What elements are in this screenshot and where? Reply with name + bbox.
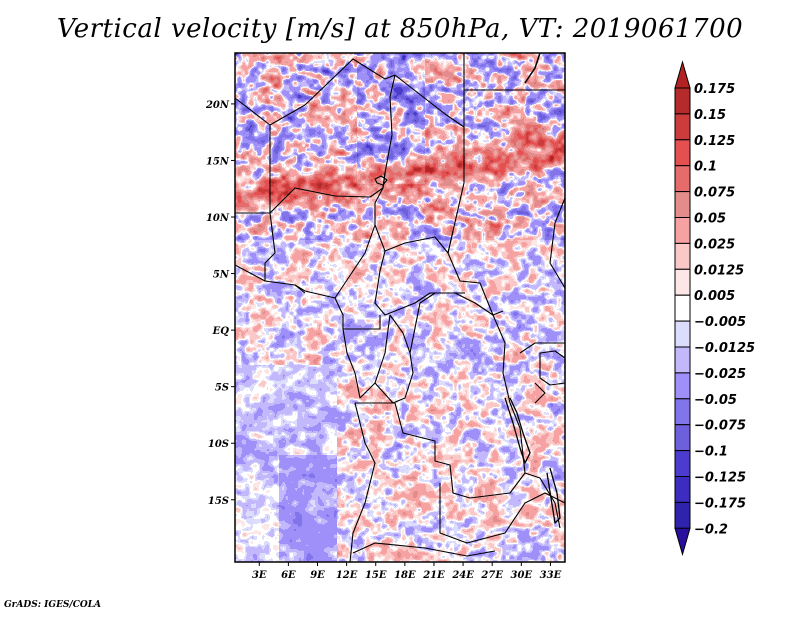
x-tick-label: 21E [422, 570, 445, 581]
lake-victoria [539, 350, 566, 386]
boundary-drc-east [469, 314, 526, 499]
boundary-mali-niger [234, 97, 271, 214]
colorbar-label: −0.075 [694, 419, 746, 434]
colorbar-bin [674, 165, 691, 193]
x-tick-label: 33E [540, 570, 562, 581]
colorbar-label: 0.005 [694, 289, 735, 304]
colorbar-bin [674, 476, 691, 503]
boundary-nigeria-north [269, 172, 386, 214]
y-tick-label: 10S [208, 439, 229, 450]
colorbar-bin [674, 294, 691, 322]
boundary-uganda-kenya [519, 342, 565, 354]
lake-tanganyika [504, 397, 531, 464]
colorbar-bin [674, 113, 691, 141]
y-axis-ticks: 20N 15N 10N 5N EQ 5S 10S 15S [205, 100, 235, 507]
colorbar-label: −0.125 [694, 471, 746, 486]
boundary-drc-north [409, 292, 465, 354]
colorbar-bin [674, 242, 691, 270]
colorbar: 0.175 0.15 0.125 0.1 0.075 0.05 0.025 0.0125 0.0… [674, 60, 755, 557]
colorbar-bin [674, 268, 691, 296]
colorbar-label: 0.125 [694, 134, 735, 149]
boundary-sudan-ethiopia [549, 197, 566, 289]
colorbar-bin [674, 346, 691, 374]
x-axis-ticks: 3E 6E 9E 12E 15E 18E 21E 24E 27E 30E 33E [252, 562, 562, 581]
country-boundaries [234, 52, 566, 563]
nile-sinai-coast [524, 52, 541, 84]
boundary-niger-north [269, 58, 396, 126]
colorbar-label: −0.0125 [694, 341, 755, 356]
colorbar-label: −0.005 [694, 315, 746, 330]
colorbar-bin [674, 501, 691, 529]
boundary-nigeria-east [294, 187, 384, 299]
colorbar-bin [674, 320, 691, 348]
colorbar-bin [674, 424, 691, 452]
boundary-chad-car [374, 224, 454, 254]
boundary-cameroon-south [334, 297, 381, 330]
lake-chad [374, 175, 388, 186]
colorbar-bin [674, 398, 691, 426]
y-tick-label: 10N [206, 213, 230, 224]
boundary-congo-gabon [342, 314, 391, 399]
colorbar-label: 0.0125 [694, 263, 744, 278]
colorbar-bin [674, 217, 691, 244]
colorbar-bin [674, 191, 691, 219]
boundary-nigeria-west [264, 212, 276, 281]
x-tick-label: 3E [252, 570, 267, 581]
x-tick-label: 30E [511, 570, 533, 581]
x-tick-label: 12E [336, 570, 358, 581]
colorbar-label: 0.175 [694, 82, 735, 97]
grads-credit: GrADS: IGES/COLA [4, 600, 102, 610]
x-tick-label: 15E [365, 570, 387, 581]
x-tick-label: 9E [310, 570, 325, 581]
x-tick-label: 24E [451, 570, 474, 581]
boundary-angola-south [352, 542, 496, 557]
colorbar-bin [674, 372, 691, 400]
colorbar-label: −0.05 [694, 393, 737, 408]
boundary-angola-coast [349, 402, 376, 563]
map-panel [234, 52, 566, 563]
x-tick-label: 27E [480, 570, 503, 581]
west-coast [234, 264, 306, 294]
boundary-zambia [439, 483, 566, 544]
y-tick-label: 5N [213, 270, 230, 281]
colorbar-extend-max [674, 60, 691, 89]
colorbar-label: 0.1 [694, 160, 717, 175]
colorbar-bin [674, 139, 691, 167]
y-tick-label: 15N [206, 156, 230, 167]
boundary-rwanda [534, 382, 546, 404]
boundary-drc-congo [374, 314, 414, 404]
colorbar-extend-min [674, 527, 691, 557]
x-tick-label: 18E [394, 570, 416, 581]
boundary-niger-chad [382, 74, 396, 189]
y-tick-label: 5S [215, 383, 229, 394]
boundary-sudan [447, 252, 504, 316]
colorbar-bin [674, 87, 691, 115]
colorbar-label: −0.175 [694, 496, 746, 511]
colorbar-label: −0.025 [694, 367, 746, 382]
colorbar-label: 0.15 [694, 108, 726, 123]
colorbar-label: 0.025 [694, 237, 735, 252]
boundary-libya-chad [394, 74, 465, 254]
colorbar-label: −0.2 [694, 522, 728, 537]
colorbar-label: 0.05 [694, 212, 726, 227]
colorbar-label: 0.075 [694, 186, 735, 201]
boundary-angola-north [355, 402, 471, 499]
chart-title: Vertical velocity [m/s] at 850hPa, VT: 2… [56, 14, 744, 44]
y-tick-label: 15S [208, 496, 229, 507]
colorbar-bin [674, 450, 691, 478]
colorbar-label: −0.1 [694, 445, 728, 460]
y-tick-label: EQ [212, 326, 230, 337]
x-tick-label: 6E [281, 570, 296, 581]
y-tick-label: 20N [205, 100, 230, 111]
